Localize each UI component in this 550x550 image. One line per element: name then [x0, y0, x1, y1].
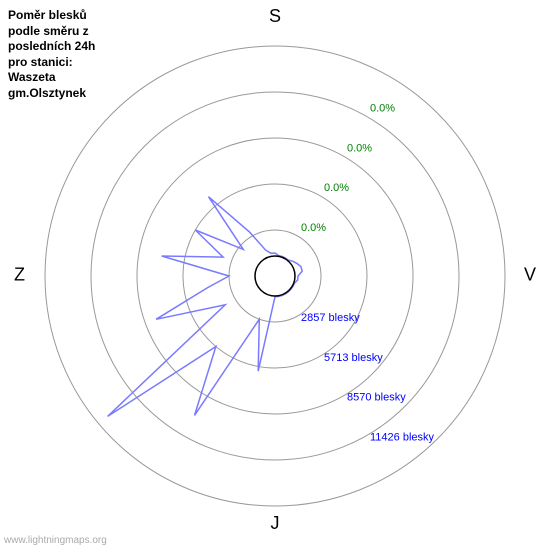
ring-label: 0.0%: [301, 222, 326, 234]
ring-label: 8570 blesky: [347, 392, 406, 404]
ring-label: 0.0%: [324, 182, 349, 194]
ring-label: 0.0%: [370, 102, 395, 114]
ring-label: 0.0%: [347, 142, 372, 154]
ring-label: 5713 blesky: [324, 352, 383, 364]
compass-left: Z: [14, 265, 25, 286]
compass-bottom: J: [271, 513, 280, 534]
ring-label: 2857 blesky: [301, 312, 360, 324]
compass-top: S: [269, 6, 281, 27]
credit-text: www.lightningmaps.org: [4, 535, 107, 546]
chart-title: Poměr bleskůpodle směru zposledních 24hp…: [8, 8, 95, 102]
ring-label: 11426 blesky: [370, 432, 435, 444]
compass-right: V: [524, 265, 536, 286]
